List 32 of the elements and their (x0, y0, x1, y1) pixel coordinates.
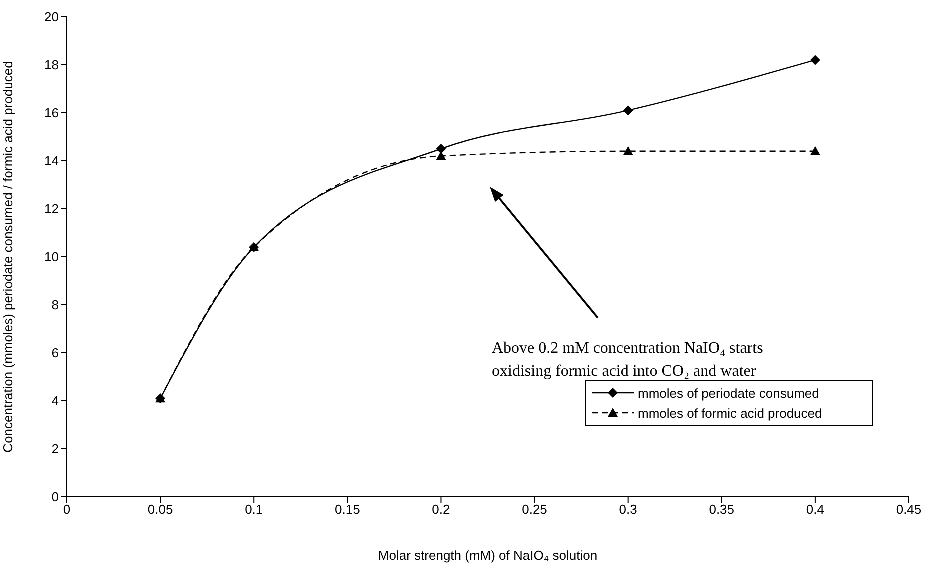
y-tick-label: 8 (52, 298, 59, 313)
y-tick-label: 20 (44, 10, 59, 25)
point (810, 55, 820, 66)
y-tick-label: 14 (44, 154, 59, 169)
y-tick-label: 4 (52, 394, 59, 409)
x-tick-label: 0.1 (245, 502, 264, 518)
x-tick-label: 0.4 (806, 502, 824, 518)
y-tick-label: 12 (44, 202, 59, 217)
y-tick-label: 18 (44, 58, 59, 73)
annotation: Above 0.2 mM concentration NaIO₄ starts oxidising formic acid into CO₂ and water (492, 340, 764, 380)
x-tick-label: 0.45 (896, 502, 922, 518)
x-axis-title: Molar strength (mM) of NaIO₄ solution (378, 548, 598, 563)
point (810, 146, 820, 156)
legend-label: mmoles of formic acid produced (638, 406, 822, 420)
point (623, 146, 634, 156)
legend-label: mmoles of periodate consumed (638, 386, 820, 400)
y-tick-label: 2 (52, 442, 59, 457)
y-tick-label: 10 (44, 250, 59, 265)
y-axis-title: Concentration (mmoles) periodate consumed / formic acid produced (0, 61, 16, 453)
y-tick-label: 6 (52, 346, 59, 361)
x-tick-label: 0.15 (335, 502, 360, 518)
x-tick-label: 0.35 (709, 502, 735, 518)
y-tick-label: 0 (52, 490, 59, 505)
x-tick-label: 0.2 (432, 502, 450, 518)
point (436, 151, 446, 160)
x-tick-label: 0 (63, 502, 71, 518)
x-tick-label: 0.25 (522, 502, 548, 518)
x-tick-label: 0.3 (619, 502, 638, 518)
point (623, 106, 634, 116)
point (436, 144, 446, 154)
x-tick-label: 0.05 (148, 502, 174, 518)
y-tick-label: 16 (44, 106, 59, 121)
